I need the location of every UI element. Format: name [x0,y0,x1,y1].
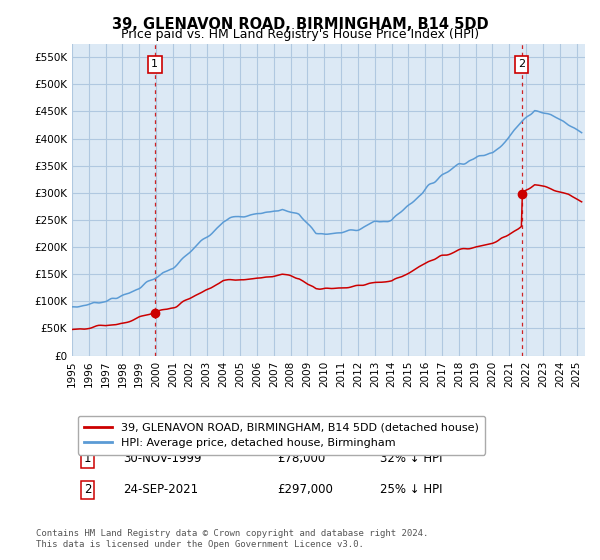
Text: 1: 1 [83,452,91,465]
Text: 25% ↓ HPI: 25% ↓ HPI [380,483,442,496]
Text: 2: 2 [518,59,525,69]
Text: 2: 2 [83,483,91,496]
Text: 24-SEP-2021: 24-SEP-2021 [124,483,199,496]
Text: Contains HM Land Registry data © Crown copyright and database right 2024.
This d: Contains HM Land Registry data © Crown c… [36,529,428,549]
Text: £78,000: £78,000 [277,452,325,465]
Text: 39, GLENAVON ROAD, BIRMINGHAM, B14 5DD: 39, GLENAVON ROAD, BIRMINGHAM, B14 5DD [112,17,488,32]
Text: 30-NOV-1999: 30-NOV-1999 [124,452,202,465]
Text: £297,000: £297,000 [277,483,333,496]
Text: 32% ↓ HPI: 32% ↓ HPI [380,452,442,465]
Legend: 39, GLENAVON ROAD, BIRMINGHAM, B14 5DD (detached house), HPI: Average price, det: 39, GLENAVON ROAD, BIRMINGHAM, B14 5DD (… [77,416,485,455]
Text: Price paid vs. HM Land Registry's House Price Index (HPI): Price paid vs. HM Land Registry's House … [121,28,479,41]
Text: 1: 1 [151,59,158,69]
